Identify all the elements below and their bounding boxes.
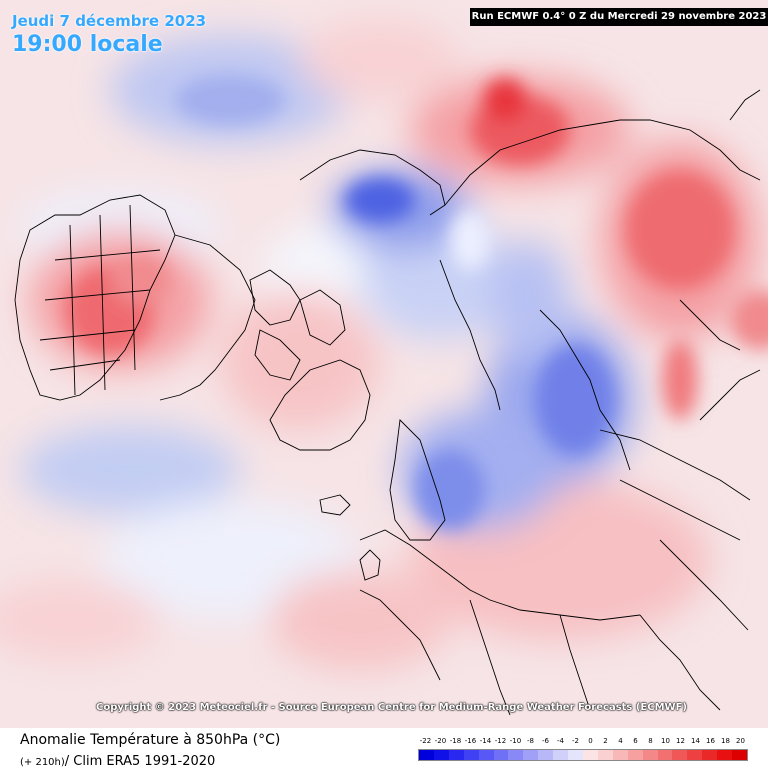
legend-swatch <box>508 750 524 760</box>
legend-label: 2 <box>603 737 608 745</box>
cold-anomaly-atlantic-west <box>20 425 240 515</box>
legend-label: -8 <box>527 737 534 745</box>
legend-label: -18 <box>449 737 462 745</box>
forecast-date: Jeudi 7 décembre 2023 <box>12 12 207 30</box>
legend-swatch <box>448 750 464 760</box>
legend-swatch <box>419 750 434 760</box>
legend-label: -6 <box>542 737 549 745</box>
footer: Anomalie Température à 850hPa (°C) (+ 21… <box>0 728 768 769</box>
legend-label: 8 <box>648 737 653 745</box>
forecast-lead-time: (+ 210h) <box>20 757 65 768</box>
legend-swatch <box>523 750 539 760</box>
legend-swatch <box>657 750 673 760</box>
map-title: Anomalie Température à 850hPa (°C) <box>20 732 281 748</box>
color-legend: -22 -20 -18 -16 -14 -12 -10 -8 -6 -4 -2 0 2 4 6 8 10 12 14… <box>418 737 748 765</box>
legend-swatch <box>717 750 733 760</box>
legend-swatch <box>672 750 688 760</box>
legend-label: 6 <box>633 737 638 745</box>
legend-label: -4 <box>557 737 564 745</box>
legend-swatch <box>732 750 747 760</box>
legend-swatch <box>642 750 658 760</box>
legend-label: 14 <box>691 737 700 745</box>
temperature-anomaly-map: Jeudi 7 décembre 2023 19:00 locale Run E… <box>0 0 768 728</box>
legend-label: 20 <box>736 737 745 745</box>
legend-swatch <box>612 750 628 760</box>
legend-swatch <box>597 750 613 760</box>
legend-label: -10 <box>509 737 522 745</box>
legend-swatch <box>687 750 703 760</box>
legend-label: -14 <box>479 737 492 745</box>
map-subtitle: (+ 210h)/ Clim ERA5 1991-2020 <box>20 750 215 769</box>
legend-label: -12 <box>494 737 507 745</box>
legend-label: -16 <box>464 737 477 745</box>
copyright-text: Copyright © 2023 Meteociel.fr - Source E… <box>96 702 687 713</box>
legend-label: -2 <box>572 737 579 745</box>
climatology-reference: / Clim ERA5 1991-2020 <box>64 754 216 769</box>
legend-swatch <box>582 750 598 760</box>
legend-color-bar <box>418 749 748 761</box>
legend-swatch <box>553 750 569 760</box>
legend-label: -22 <box>419 737 432 745</box>
legend-label: 16 <box>706 737 715 745</box>
legend-swatch <box>478 750 494 760</box>
run-info-banner: Run ECMWF 0.4° 0 Z du Mercredi 29 novemb… <box>470 8 768 26</box>
legend-swatch <box>538 750 554 760</box>
legend-label: 0 <box>588 737 593 745</box>
legend-label: 10 <box>661 737 670 745</box>
forecast-time: 19:00 locale <box>12 32 163 57</box>
legend-swatch <box>627 750 643 760</box>
legend-swatch <box>568 750 583 760</box>
legend-label: 18 <box>721 737 730 745</box>
legend-labels: -22 -20 -18 -16 -14 -12 -10 -8 -6 -4 -2 0 2 4 6 8 10 12 14… <box>418 737 748 749</box>
legend-swatch <box>702 750 718 760</box>
legend-label: 12 <box>676 737 685 745</box>
anomaly-field <box>0 20 768 716</box>
legend-label: 4 <box>618 737 623 745</box>
legend-label: -20 <box>434 737 447 745</box>
legend-swatch <box>433 750 449 760</box>
legend-swatch <box>493 750 509 760</box>
legend-swatch <box>463 750 479 760</box>
coastlines <box>14 89 761 716</box>
